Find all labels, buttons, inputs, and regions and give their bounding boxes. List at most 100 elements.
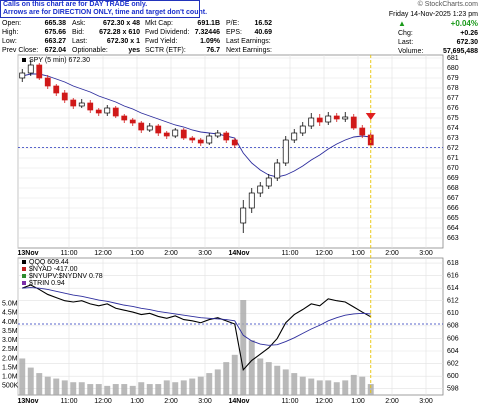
volume-bar: [265, 362, 272, 395]
y-tick-label: 616: [447, 272, 459, 279]
y-tick-label: 618: [447, 260, 459, 267]
y-tick-label: 671: [447, 155, 459, 162]
candle-body: [359, 127, 366, 136]
candle-body: [180, 129, 187, 139]
quote-label: Fwd Yield:: [145, 38, 178, 45]
stat-label: Volume:: [398, 48, 424, 55]
candle-body: [87, 102, 94, 111]
quote-value: 675.66: [44, 29, 66, 36]
legend-swatch: [22, 260, 26, 264]
quote-value: 672.30 x 48: [103, 20, 140, 27]
plot-area: [17, 257, 444, 396]
volume-bar: [350, 374, 357, 395]
candle-body: [223, 132, 230, 141]
candle-body: [27, 64, 34, 74]
x-tick-label: 11:00: [61, 250, 78, 257]
direction-arrow: [365, 113, 376, 120]
x-tick-label: 14Nov: [228, 398, 249, 405]
x-tick-label: 12:00: [94, 250, 112, 257]
y-tick-label: 663: [447, 235, 459, 242]
candle-body: [240, 207, 247, 224]
quote-label: Open:: [2, 20, 22, 27]
quote-label: Optionable:: [72, 47, 108, 54]
x-tick-label: 2:00: [385, 398, 399, 405]
candle-body: [291, 132, 298, 141]
quote-label: P/E:: [226, 20, 240, 27]
volume-bar: [308, 378, 315, 395]
candle-body: [231, 139, 238, 146]
quote-value: 672.28 x 610: [99, 29, 140, 36]
volume-bar: [180, 380, 187, 395]
y-tick-label: 676: [447, 105, 459, 112]
volume-bar: [197, 376, 204, 395]
x-tick-label: 12:00: [315, 398, 333, 405]
volume-bar: [104, 385, 111, 395]
volume-bar: [248, 340, 255, 395]
legend-label: $NYUPV:$NYDNV 0.78: [29, 273, 103, 280]
stat-label: Chg:: [398, 30, 413, 37]
legend-label: QQQ 609.44: [29, 259, 69, 266]
y-tick-label: 672: [447, 145, 459, 152]
candle-body: [342, 116, 349, 120]
volume-bar: [291, 373, 298, 395]
x-tick-label: 11:00: [282, 250, 299, 257]
y-tick-label: 606: [447, 335, 459, 342]
y-tick-label: 666: [447, 205, 459, 212]
volume-bar: [189, 378, 196, 395]
change-pct: +0.04%: [450, 19, 478, 28]
candle-body: [129, 119, 136, 124]
legend-label: $NYAD -417.00: [29, 266, 78, 273]
y-tick-label: 677: [447, 95, 459, 102]
x-tick-label: 13Nov: [17, 398, 38, 405]
y2-tick-label: 2.5M: [2, 346, 18, 353]
quote-value: 672.04: [44, 47, 66, 54]
x-tick-label: 1:00: [130, 398, 144, 405]
quote-value: 76.7: [206, 47, 220, 54]
candle-body: [316, 117, 323, 123]
y2-tick-label: 2.0M: [2, 355, 18, 362]
copyright: © StockCharts.com: [417, 1, 478, 8]
y-tick-label: 602: [447, 360, 459, 367]
volume-bar: [87, 384, 94, 395]
y-tick-label: 614: [447, 285, 459, 292]
volume-bar: [36, 373, 43, 395]
y2-tick-label: 1.0M: [2, 374, 18, 381]
quote-label: SCTR (ETF):: [145, 47, 186, 54]
legend-label: $TRIN 0.94: [29, 280, 65, 287]
candle-body: [78, 102, 85, 107]
y-tick-label: 673: [447, 135, 459, 142]
candle-body: [197, 139, 204, 144]
y2-tick-label: 500K: [2, 383, 19, 390]
volume-bar: [27, 367, 34, 395]
candle-body: [265, 177, 272, 187]
note-line: Arrows are for DIRECTION ONLY, time and …: [3, 9, 208, 16]
price-line: [22, 287, 371, 346]
y-tick-label: 681: [447, 55, 459, 62]
price-line: [22, 284, 372, 372]
quote-label: Next Earnings:: [226, 47, 272, 54]
y-tick-label: 679: [447, 75, 459, 82]
y-tick-label: 600: [447, 373, 459, 380]
quote-label: Ask:: [72, 20, 86, 27]
legend-swatch: [22, 267, 26, 271]
legend-swatch: [22, 281, 26, 285]
volume-bar: [138, 382, 145, 395]
volume-bar: [223, 362, 230, 395]
y-tick-label: 674: [447, 125, 459, 132]
volume-bar: [240, 300, 247, 395]
candle-body: [333, 115, 340, 120]
x-tick-label: 14Nov: [228, 250, 249, 257]
volume-bar: [78, 382, 85, 395]
y2-tick-label: 4.0M: [2, 319, 18, 326]
y2-tick-label: 3.0M: [2, 337, 18, 344]
candle-body: [189, 137, 196, 141]
candle-body: [61, 92, 68, 101]
legend-swatch: [22, 274, 26, 278]
volume-bar: [214, 369, 221, 395]
volume-bar: [129, 385, 136, 395]
volume-bar: [121, 384, 128, 395]
plot-area: [17, 54, 444, 249]
candle-body: [206, 135, 213, 144]
y-tick-label: 604: [447, 348, 459, 355]
